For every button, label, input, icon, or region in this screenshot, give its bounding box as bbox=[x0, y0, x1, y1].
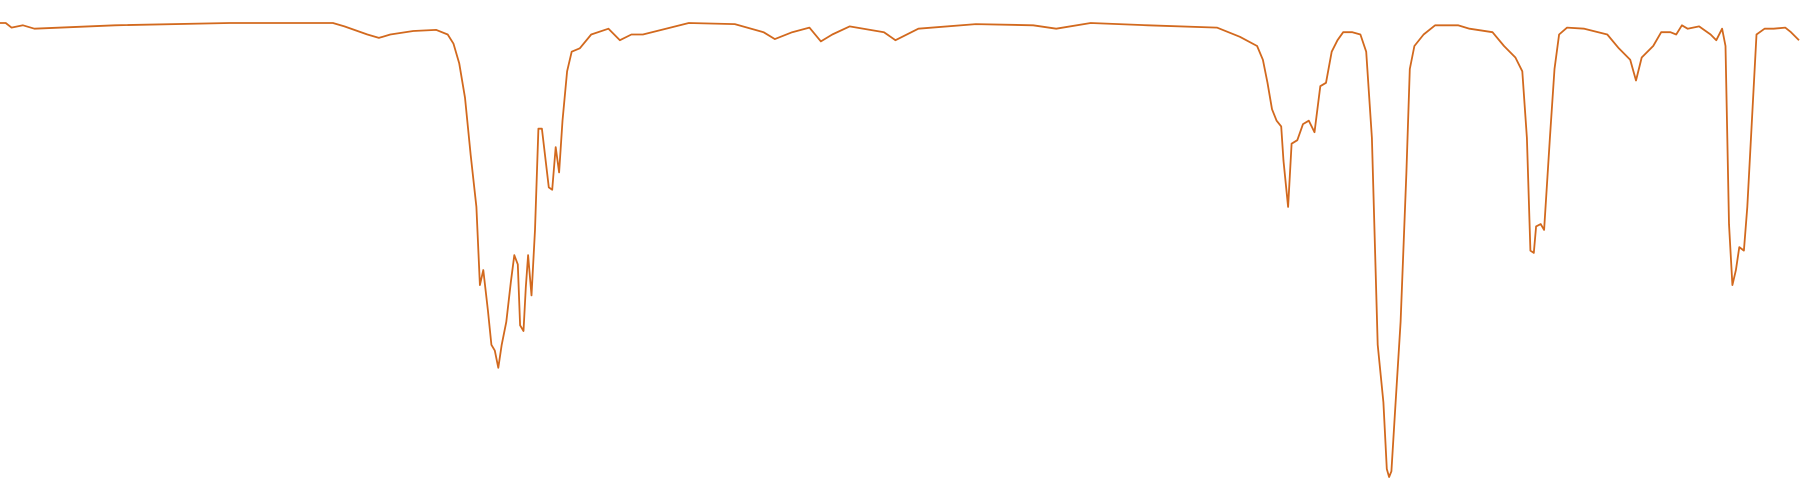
series-line bbox=[0, 22, 1800, 478]
